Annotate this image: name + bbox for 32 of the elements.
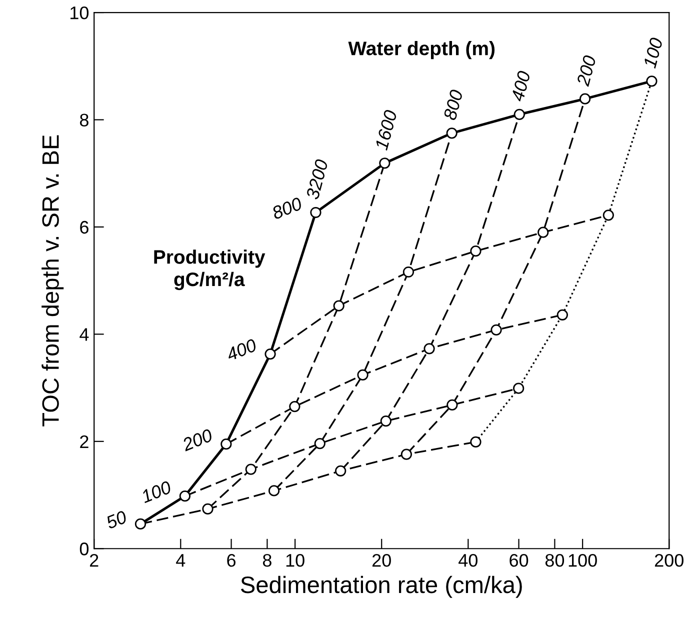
- text: 100: [140, 480, 172, 504]
- annotation: Productivity gC/m²/a: [154, 250, 266, 290]
- text: 3200: [306, 158, 328, 200]
- y-axis-title: TOC from depth v. SR v. BE: [42, 135, 64, 426]
- text: 1600: [374, 109, 398, 151]
- y-tick-label: 4: [80, 328, 89, 341]
- x-tick-label: 200: [654, 554, 684, 567]
- x-tick-label: 40: [458, 554, 478, 567]
- text: 800: [443, 88, 464, 121]
- x-tick-label: 6: [227, 554, 236, 567]
- y-tick-label: 2: [80, 435, 88, 448]
- x-tick-label: 2: [90, 554, 98, 567]
- y-tick-label: 10: [70, 6, 89, 20]
- text: 50: [105, 510, 128, 530]
- x-tick-label: 8: [262, 554, 272, 567]
- text: 200: [576, 54, 596, 87]
- annotation: Water depth (m): [348, 41, 495, 60]
- text: 200: [180, 428, 214, 452]
- y-tick-label: 6: [80, 220, 88, 234]
- x-tick-label: 10: [286, 554, 304, 567]
- x-tick-label: 60: [510, 554, 528, 567]
- x-tick-label: 80: [545, 554, 564, 567]
- text: 100: [643, 36, 664, 69]
- y-tick-label: 0: [80, 542, 89, 556]
- x-tick-label: 20: [372, 554, 391, 567]
- x-tick-label: 100: [568, 554, 597, 567]
- x-axis-title: Sedimentation rate (cm/ka): [240, 576, 522, 598]
- y-tick-label: 8: [80, 114, 88, 126]
- text: 400: [225, 338, 258, 362]
- x-tick-label: 4: [176, 554, 186, 567]
- text: 400: [510, 70, 531, 102]
- text: 800: [271, 196, 304, 220]
